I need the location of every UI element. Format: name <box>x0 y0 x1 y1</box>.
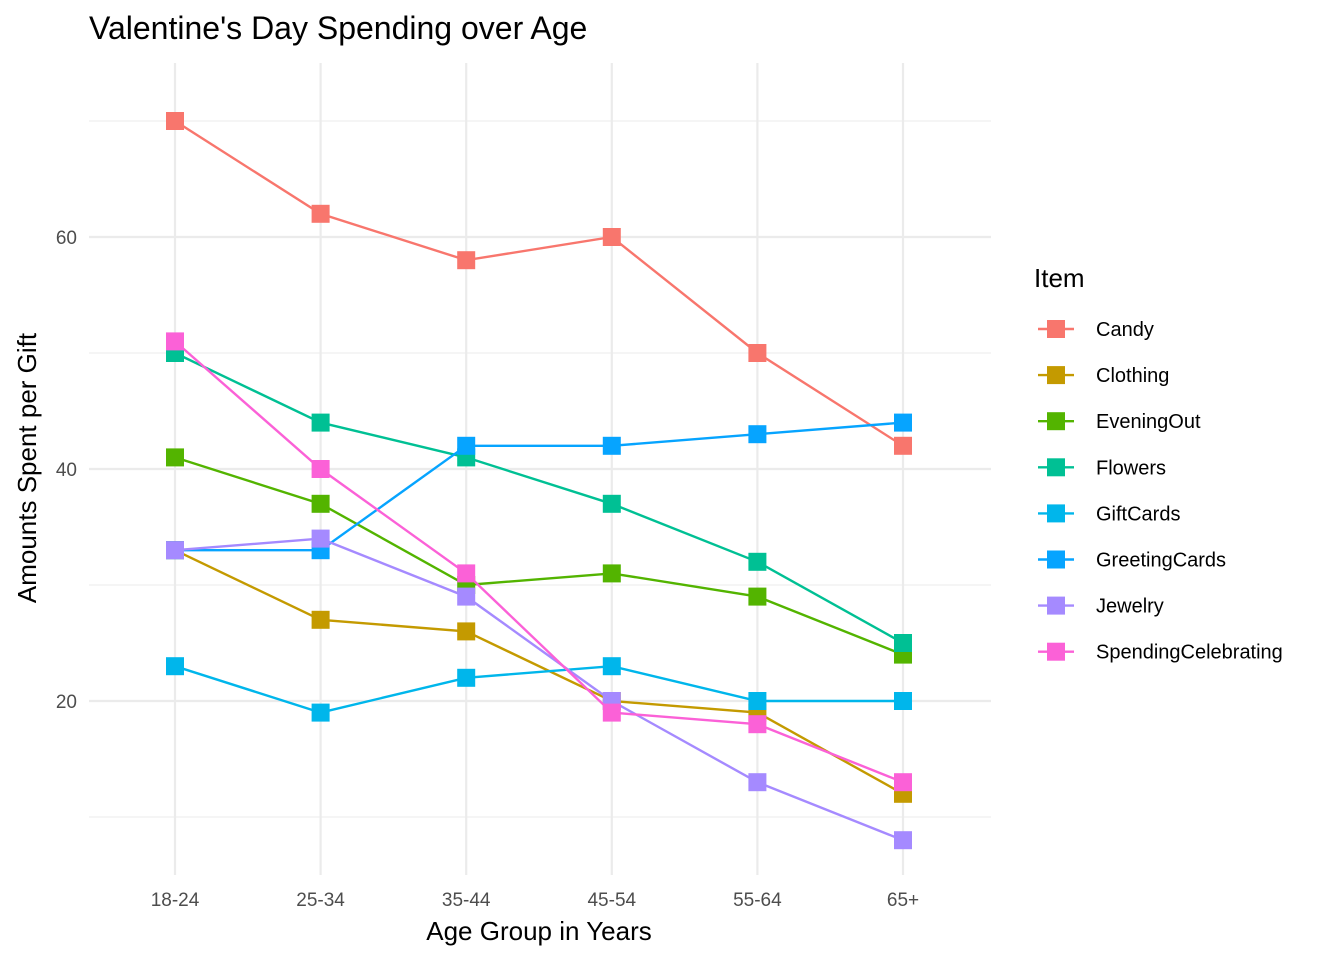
data-point-candy <box>748 344 767 362</box>
data-point-eveningout <box>311 494 330 513</box>
data-point-giftcards <box>748 692 767 710</box>
data-point-spendingcelebrating <box>166 332 184 351</box>
series-greetingcards <box>166 413 912 560</box>
data-point-flowers <box>602 494 621 513</box>
data-point-flowers <box>894 634 912 652</box>
legend-label: Flowers <box>1096 457 1166 479</box>
y-tick-label: 20 <box>56 692 77 713</box>
legend-label: Clothing <box>1096 365 1169 387</box>
data-point-giftcards <box>894 692 912 710</box>
series-line-eveningout <box>174 456 904 656</box>
x-tick-label: 18-24 <box>151 890 200 911</box>
x-tick-label: 55-64 <box>733 890 782 911</box>
data-point-candy <box>602 228 621 246</box>
legend-label: GiftCards <box>1096 503 1180 525</box>
legend-item-clothing: Clothing <box>1038 365 1169 387</box>
chart-title: Valentine's Day Spending over Age <box>89 10 587 46</box>
data-point-greetingcards <box>602 436 621 455</box>
data-point-spendingcelebrating <box>894 773 912 792</box>
data-point-jewelry <box>166 541 184 560</box>
data-point-greetingcards <box>457 436 476 455</box>
legend-key-marker <box>1047 366 1065 385</box>
legend-item-eveningout: EveningOut <box>1038 411 1201 433</box>
data-point-jewelry <box>311 529 330 548</box>
data-point-eveningout <box>166 448 184 467</box>
legend-key-marker <box>1047 320 1065 338</box>
data-point-giftcards <box>602 657 621 676</box>
series-jewelry <box>166 529 912 850</box>
series-line-spendingcelebrating <box>174 340 904 784</box>
legend-item-jewelry: Jewelry <box>1038 596 1164 618</box>
legend-key-marker <box>1047 596 1065 615</box>
legend-title: Item <box>1034 263 1085 293</box>
x-tick-label: 35-44 <box>442 890 491 911</box>
data-point-eveningout <box>748 587 767 606</box>
series-line-greetingcards <box>175 421 904 552</box>
legend-label: SpendingCelebrating <box>1096 642 1283 664</box>
series-line-giftcards <box>174 664 903 714</box>
legend-item-flowers: Flowers <box>1038 457 1166 479</box>
grid <box>89 63 991 875</box>
legend-key-marker <box>1047 412 1065 431</box>
legend-key-marker <box>1047 550 1065 569</box>
data-point-giftcards <box>457 668 476 687</box>
series-candy <box>166 112 912 455</box>
x-axis-title: Age Group in Years <box>426 916 652 946</box>
x-tick-label: 25-34 <box>296 890 345 911</box>
series-giftcards <box>166 657 912 722</box>
data-point-giftcards <box>311 703 330 722</box>
data-point-clothing <box>457 622 476 641</box>
data-point-jewelry <box>894 831 912 850</box>
x-tick-label: 45-54 <box>587 890 636 911</box>
series-line-flowers <box>174 351 904 645</box>
y-tick-label: 40 <box>56 460 77 481</box>
series-line-clothing <box>174 549 904 795</box>
data-point-clothing <box>311 610 330 629</box>
series-layer <box>166 112 912 850</box>
legend-label: EveningOut <box>1096 411 1201 433</box>
legend-item-greetingcards: GreetingCards <box>1038 550 1226 572</box>
legend-item-giftcards: GiftCards <box>1038 503 1180 525</box>
legend: Item Candy Clothing EveningOut Flowers GiftC… <box>1034 263 1283 664</box>
y-axis-title: Amounts Spent per Gift <box>12 332 42 603</box>
legend-label: Jewelry <box>1096 596 1164 618</box>
legend-label: Candy <box>1096 319 1154 341</box>
legend-key-marker <box>1047 458 1065 477</box>
legend-key-marker <box>1047 504 1065 523</box>
data-point-greetingcards <box>748 425 767 444</box>
data-point-candy <box>311 204 330 223</box>
series-line-candy <box>174 119 904 447</box>
data-point-candy <box>166 112 184 130</box>
data-point-spendingcelebrating <box>311 460 330 478</box>
data-point-candy <box>457 251 476 270</box>
data-point-eveningout <box>602 564 621 583</box>
data-point-spendingcelebrating <box>748 715 767 734</box>
data-point-flowers <box>748 552 767 571</box>
series-line-jewelry <box>174 537 904 842</box>
data-point-spendingcelebrating <box>602 703 621 722</box>
legend-item-spendingcelebrating: SpendingCelebrating <box>1038 642 1283 664</box>
legend-item-candy: Candy <box>1038 319 1154 341</box>
data-point-greetingcards <box>894 413 912 432</box>
legend-items: Candy Clothing EveningOut Flowers GiftCards G… <box>1038 319 1283 664</box>
x-axis-ticks: 18-24 25-34 35-44 45-54 55-64 65+ <box>151 890 919 911</box>
data-point-giftcards <box>166 657 184 676</box>
legend-key-marker <box>1047 642 1065 661</box>
legend-label: GreetingCards <box>1096 550 1226 572</box>
x-tick-label: 65+ <box>887 890 919 911</box>
y-tick-label: 60 <box>56 228 77 249</box>
y-axis-ticks: 20 40 60 <box>56 228 77 713</box>
data-point-jewelry <box>457 587 476 606</box>
data-point-spendingcelebrating <box>457 564 476 583</box>
data-point-jewelry <box>748 773 767 792</box>
series-spendingcelebrating <box>166 332 912 792</box>
data-point-flowers <box>311 413 330 432</box>
data-point-candy <box>894 436 912 455</box>
series-flowers <box>166 344 912 652</box>
